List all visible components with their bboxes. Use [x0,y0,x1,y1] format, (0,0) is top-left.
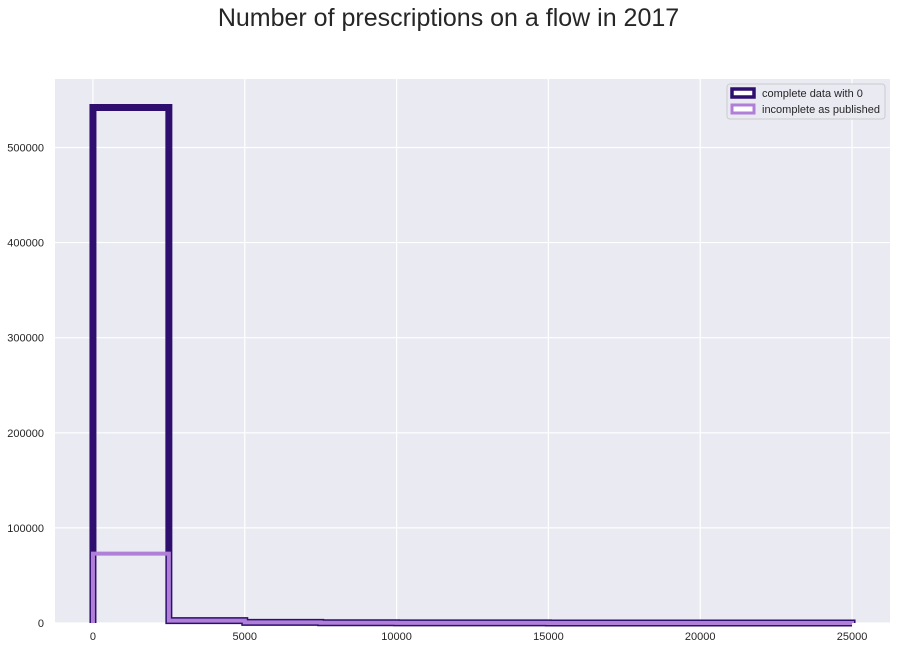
legend-item-incomplete: incomplete as published [730,103,880,116]
legend-swatch-incomplete [730,103,756,115]
legend: complete data with 0 incomplete as publi… [726,83,886,120]
legend-label-complete: complete data with 0 [762,88,863,100]
x-tick-label: 25000 [837,631,868,643]
legend-item-complete: complete data with 0 [730,87,863,100]
histogram-step-line [90,551,855,625]
tick-labels: 0 5000 10000 15000 20000 25000 0 100000 200000 30… [7,142,867,643]
plot-area [55,79,890,623]
chart-title: Number of prescriptions on a flow in 201… [217,4,680,32]
y-tick-label: 0 [38,618,44,630]
x-tick-label: 0 [90,631,96,643]
legend-label-incomplete: incomplete as published [762,104,880,116]
series-incomplete [90,551,855,625]
legend-swatch-complete [730,87,756,99]
legend-box [726,83,886,120]
y-tick-label: 100000 [7,523,44,535]
x-tick-label: 15000 [533,631,564,643]
series-layer [89,104,856,627]
y-tick-label: 200000 [7,428,44,440]
grid-lines [55,79,890,624]
y-tick-label: 300000 [7,333,44,345]
x-tick-label: 5000 [233,631,257,643]
y-tick-label: 500000 [7,142,44,154]
x-tick-label: 10000 [381,631,412,643]
x-tick-label: 20000 [685,631,716,643]
y-tick-label: 400000 [7,238,44,250]
